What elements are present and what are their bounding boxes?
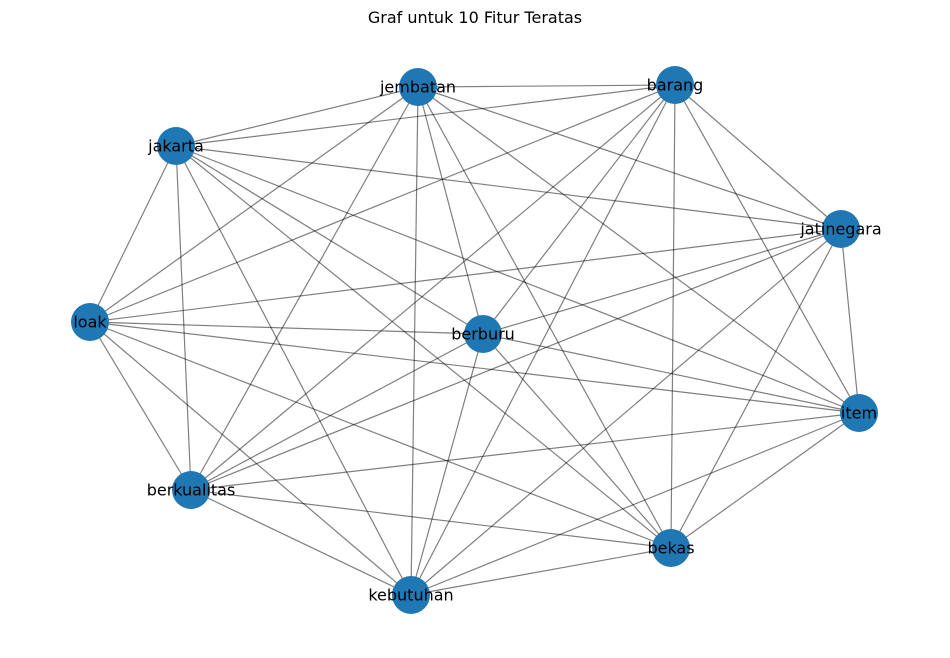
node-item (840, 394, 878, 432)
edge-jakarta-item (175, 145, 860, 414)
edge-berburu-bekas (482, 333, 672, 549)
edge-barang-item (674, 84, 860, 414)
edge-loak-berburu (89, 321, 484, 335)
edge-loak-berkualitas (89, 321, 192, 491)
edge-jembatan-berburu (417, 86, 484, 335)
node-kebutuhan (392, 576, 430, 614)
edge-jatinegara-berkualitas (190, 228, 842, 491)
edge-loak-item (89, 321, 860, 414)
node-jatinegara (822, 210, 860, 248)
edge-jakarta-loak (89, 145, 177, 323)
edge-berkualitas-bekas (190, 489, 672, 549)
node-label-jakarta: jakarta (147, 137, 204, 156)
edge-item-bekas (670, 412, 860, 549)
edge-jakarta-berburu (175, 145, 484, 335)
edge-jembatan-item (417, 86, 860, 414)
node-label-berkualitas: berkualitas (147, 481, 236, 500)
edge-layer (89, 84, 860, 596)
node-label-barang: barang (647, 76, 704, 95)
edge-item-berkualitas (190, 412, 860, 491)
edge-jembatan-jatinegara (417, 86, 842, 230)
edge-jakarta-berkualitas (175, 145, 192, 491)
edge-barang-kebutuhan (410, 84, 676, 596)
edge-barang-berkualitas (190, 84, 676, 491)
node-label-bekas: bekas (647, 539, 694, 558)
node-label-jatinegara: jatinegara (799, 220, 881, 239)
edge-barang-loak (89, 84, 676, 323)
edge-jakarta-bekas (175, 145, 672, 549)
node-berburu (464, 315, 502, 353)
node-loak (71, 303, 109, 341)
edge-berburu-berkualitas (190, 333, 484, 491)
node-bekas (652, 529, 690, 567)
node-jembatan (399, 68, 437, 106)
edge-barang-berburu (482, 84, 676, 335)
graph-title: Graf untuk 10 Fitur Teratas (367, 8, 583, 27)
edge-jatinegara-berburu (482, 228, 842, 335)
edge-barang-jatinegara (674, 84, 842, 230)
edge-jatinegara-item (840, 228, 860, 414)
edge-loak-bekas (89, 321, 672, 549)
edge-berburu-item (482, 333, 860, 414)
edge-jembatan-kebutuhan (410, 86, 419, 596)
edge-jembatan-jakarta (175, 86, 419, 147)
node-label-loak: loak (73, 313, 107, 332)
node-layer (71, 66, 878, 614)
node-label-jembatan: jembatan (379, 78, 456, 97)
edge-jatinegara-kebutuhan (410, 228, 842, 596)
edge-jakarta-jatinegara (175, 145, 842, 230)
edge-jatinegara-loak (89, 228, 842, 323)
edge-item-kebutuhan (410, 412, 860, 596)
edge-jembatan-berkualitas (190, 86, 419, 491)
label-layer: jembatan barang jakarta jatinegara loak berbu… (73, 76, 881, 605)
edge-jakarta-kebutuhan (175, 145, 412, 596)
node-label-berburu: berburu (451, 325, 515, 344)
node-berkualitas (172, 471, 210, 509)
edge-jembatan-loak (89, 86, 419, 323)
edge-jembatan-barang (417, 84, 676, 88)
edge-jembatan-bekas (417, 86, 672, 549)
edge-berburu-kebutuhan (410, 333, 484, 596)
edge-barang-bekas (670, 84, 676, 549)
edge-berkualitas-kebutuhan (190, 489, 412, 596)
edge-barang-jakarta (175, 84, 676, 147)
node-label-kebutuhan: kebutuhan (368, 586, 453, 605)
node-barang (656, 66, 694, 104)
edge-jatinegara-bekas (670, 228, 842, 549)
node-label-item: item (841, 404, 877, 423)
edge-bekas-kebutuhan (410, 547, 672, 596)
node-jakarta (157, 127, 195, 165)
